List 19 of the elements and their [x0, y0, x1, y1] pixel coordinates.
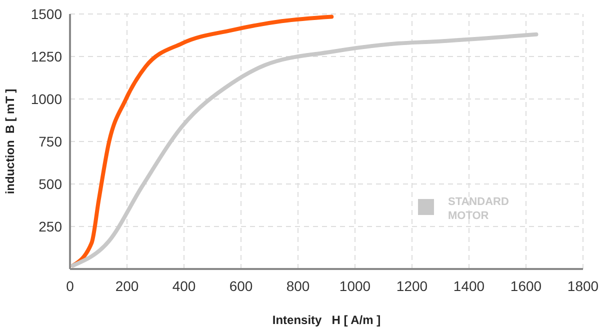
x-axis-title: Intensity H [ A/m ] [272, 313, 381, 327]
y-axis-title: induction B [ mT ] [3, 88, 17, 194]
x-tick-label: 400 [172, 278, 196, 294]
x-tick-label: 0 [66, 278, 74, 294]
x-tick-label: 1000 [339, 278, 371, 294]
y-tick-label: 1250 [30, 48, 62, 64]
y-tick-label: 500 [38, 176, 62, 192]
y-tick-label: 250 [38, 218, 62, 234]
x-tick-label: 1200 [396, 278, 428, 294]
x-tick-label: 200 [115, 278, 139, 294]
line-series [70, 32, 538, 268]
x-tick-label: 1400 [453, 278, 485, 294]
x-tick-label: 600 [229, 278, 253, 294]
y-tick-label: 1000 [30, 91, 62, 107]
y-tick-label: 1500 [30, 6, 62, 22]
y-tick-label: 750 [38, 134, 62, 150]
x-tick-label: 800 [286, 278, 310, 294]
x-tick-label: 1600 [510, 278, 542, 294]
x-tick-label: 1800 [567, 278, 599, 294]
